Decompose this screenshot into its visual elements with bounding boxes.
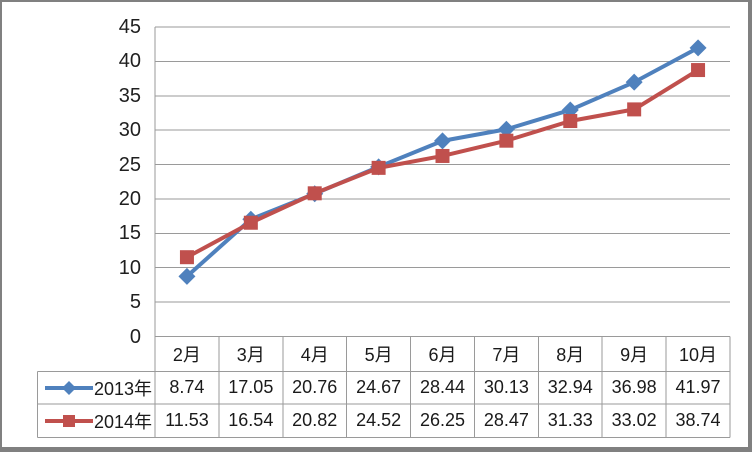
legend-item-2014年: 2014年 bbox=[38, 404, 156, 438]
data-point-marker-2014年-2月 bbox=[179, 250, 194, 265]
data-point-marker-2013年-2月 bbox=[178, 267, 196, 285]
value-cell-2014年-6月: 26.25 bbox=[419, 410, 465, 431]
legend-key-marker bbox=[61, 380, 76, 395]
y-tick-label-15: 15 bbox=[118, 222, 141, 245]
y-tick-label-0: 0 bbox=[129, 325, 141, 348]
data-point-marker-2014年-9月 bbox=[627, 102, 642, 117]
y-tick-label-25: 25 bbox=[118, 153, 141, 176]
data-point-marker-2013年-7月 bbox=[497, 120, 515, 138]
legend-key-marker bbox=[62, 414, 75, 427]
month-header-cell-6月: 6月 bbox=[428, 345, 457, 365]
y-tick-label-45: 45 bbox=[118, 16, 141, 38]
value-cell-2014年-4月: 20.82 bbox=[292, 410, 338, 431]
data-point-marker-2014年-8月 bbox=[563, 114, 578, 129]
legend-series-label: 2013年 bbox=[93, 378, 152, 399]
value-cell-2014年-5月: 24.52 bbox=[356, 410, 402, 431]
value-cell-2013年-4月: 20.76 bbox=[292, 377, 338, 398]
value-cell-2014年-10月: 38.74 bbox=[675, 410, 721, 431]
value-cell-2013年-7月: 30.13 bbox=[483, 377, 529, 398]
month-header-cell-7月: 7月 bbox=[492, 345, 521, 365]
y-tick-label-10: 10 bbox=[118, 256, 141, 279]
value-cell-2013年-8月: 32.94 bbox=[547, 377, 593, 398]
month-header-cell-3月: 3月 bbox=[236, 345, 265, 365]
data-point-marker-2014年-6月 bbox=[435, 148, 450, 163]
value-cell-2014年-2月: 11.53 bbox=[165, 410, 209, 431]
data-point-marker-2014年-4月 bbox=[307, 186, 322, 201]
data-point-marker-2014年-3月 bbox=[243, 215, 258, 230]
legend-series-label: 2014年 bbox=[93, 411, 152, 432]
y-tick-label-30: 30 bbox=[118, 119, 141, 142]
y-tick-label-40: 40 bbox=[118, 50, 141, 73]
value-cell-2013年-2月: 8.74 bbox=[169, 377, 205, 398]
value-cell-2013年-10月: 41.97 bbox=[675, 377, 721, 398]
legend-key-diamond-icon bbox=[44, 380, 93, 395]
value-cell-2014年-9月: 33.02 bbox=[611, 410, 657, 431]
value-cell-2014年-7月: 28.47 bbox=[483, 410, 529, 431]
y-tick-label-35: 35 bbox=[118, 84, 141, 107]
value-cell-2014年-8月: 31.33 bbox=[547, 410, 593, 431]
value-cell-2013年-9月: 36.98 bbox=[611, 377, 657, 398]
data-point-marker-2014年-7月 bbox=[499, 133, 514, 148]
data-point-marker-2013年-6月 bbox=[434, 132, 451, 150]
series-line-2014年 bbox=[184, 68, 701, 260]
y-tick-label-5: 5 bbox=[129, 291, 141, 314]
month-header-cell-10月: 10月 bbox=[679, 345, 718, 365]
value-cell-2013年-3月: 17.05 bbox=[228, 377, 274, 398]
month-header-cell-9月: 9月 bbox=[620, 345, 649, 365]
month-header-cell-8月: 8月 bbox=[556, 345, 585, 365]
value-cell-2014年-3月: 16.54 bbox=[228, 410, 274, 431]
legend-item-2013年: 2013年 bbox=[38, 372, 156, 405]
data-point-marker-2013年-9月 bbox=[625, 73, 643, 91]
data-point-marker-2014年-10月 bbox=[691, 63, 706, 78]
data-point-marker-2013年-10月 bbox=[689, 39, 707, 57]
data-point-marker-2014年-5月 bbox=[371, 160, 386, 175]
legend-key-square-icon bbox=[44, 414, 93, 427]
month-header-cell-2月: 2月 bbox=[172, 345, 201, 365]
y-tick-label-20: 20 bbox=[118, 187, 141, 210]
value-cell-2013年-6月: 28.44 bbox=[419, 377, 465, 398]
value-cell-2013年-5月: 24.67 bbox=[356, 377, 402, 398]
month-header-cell-4月: 4月 bbox=[300, 345, 329, 365]
month-header-cell-5月: 5月 bbox=[364, 345, 393, 365]
